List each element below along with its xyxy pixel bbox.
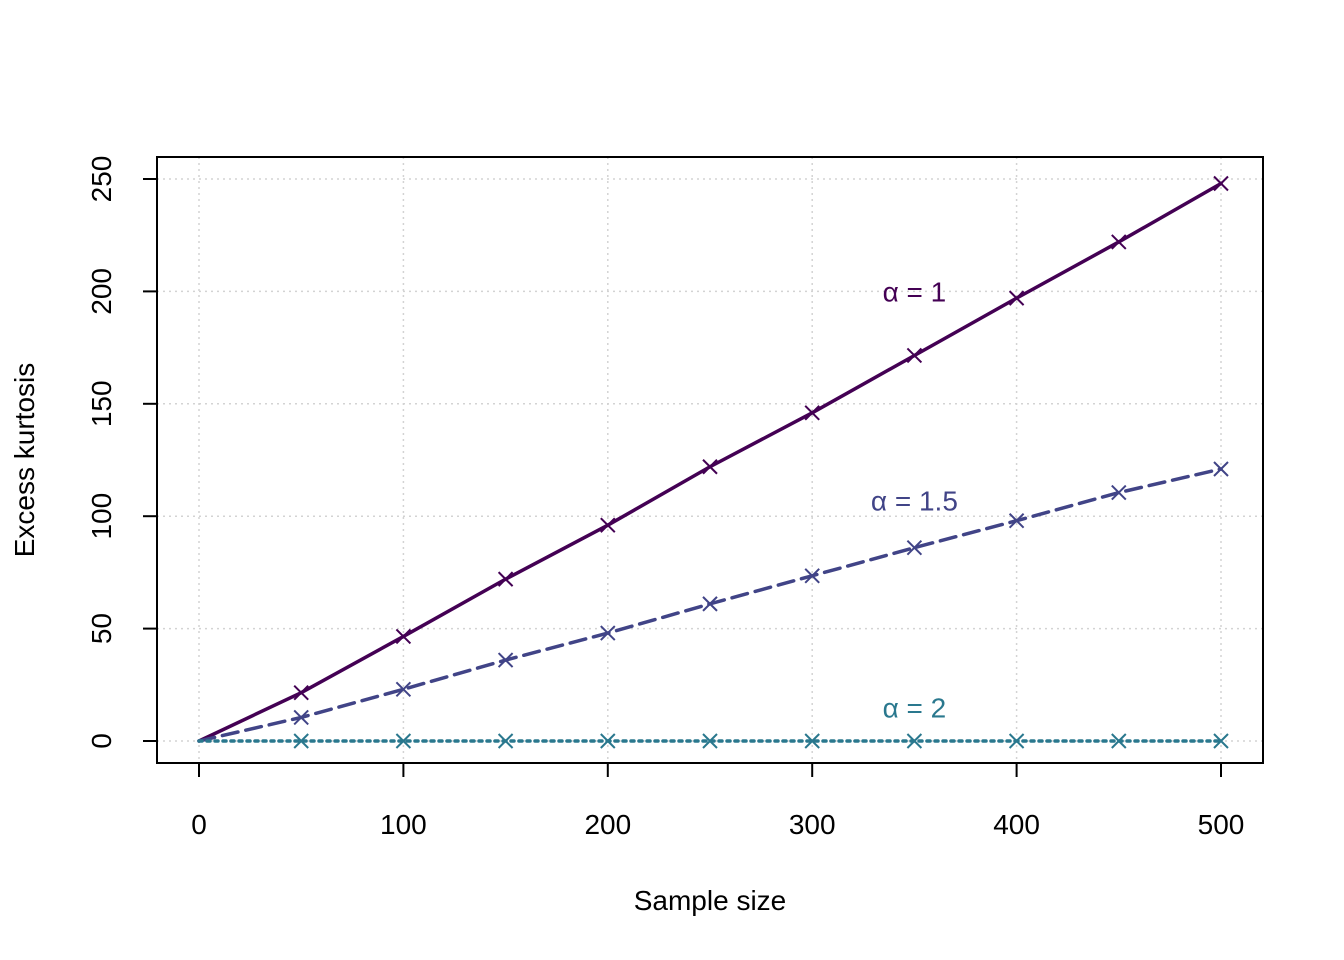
- series-0-marker-7: [906, 347, 923, 364]
- y-tick-label-2: 100: [86, 493, 117, 540]
- x-axis-title: Sample size: [634, 885, 787, 916]
- series-2: [197, 733, 1229, 749]
- y-tick-label-5: 250: [86, 156, 117, 203]
- series-2-marker-1: [293, 733, 309, 749]
- y-tick-label-1: 50: [86, 613, 117, 644]
- y-tick-label-0: 0: [86, 733, 117, 749]
- series-line-0: [197, 181, 1223, 743]
- x-tick-label-1: 100: [380, 809, 427, 840]
- series-labels: α = 1 α = 1.5 α = 2: [871, 276, 958, 723]
- series-0-marker-2: [395, 628, 412, 645]
- series-2-marker-9: [1111, 733, 1127, 749]
- series-0-marker-4: [600, 517, 616, 533]
- series-label-0: α = 1: [883, 276, 947, 307]
- series-0-marker-5: [702, 459, 718, 475]
- series-2-marker-8: [1008, 733, 1025, 749]
- series-2-marker-2: [395, 733, 412, 749]
- series-1-marker-4: [600, 625, 616, 641]
- x-tick-label-2: 200: [584, 809, 631, 840]
- series-1-marker-10: [1213, 461, 1229, 477]
- y-axis-title: Excess kurtosis: [9, 363, 40, 558]
- series-label-1: α = 1.5: [871, 485, 958, 516]
- series-1-marker-1: [293, 709, 309, 726]
- y-tick-label-3: 150: [86, 380, 117, 427]
- series-0-marker-3: [497, 571, 514, 587]
- series-0: [197, 175, 1229, 743]
- grid: [157, 157, 1263, 763]
- x-tick-label-4: 400: [993, 809, 1040, 840]
- series-0-marker-8: [1008, 290, 1025, 306]
- axes: 0 100 200 300 400 500 0 50 100 150 200 250: [86, 156, 1244, 840]
- x-tick-label-3: 300: [789, 809, 836, 840]
- series-1-marker-3: [497, 652, 514, 668]
- series-layer: [197, 175, 1229, 749]
- series-1-marker-7: [906, 539, 923, 556]
- series-2-marker-3: [497, 733, 514, 749]
- y-tick-label-4: 200: [86, 268, 117, 315]
- series-1-marker-8: [1008, 512, 1025, 529]
- series-2-marker-7: [906, 733, 923, 749]
- series-1-marker-5: [702, 596, 718, 612]
- series-1-marker-2: [395, 681, 412, 698]
- series-2-marker-5: [702, 733, 718, 749]
- series-1: [197, 461, 1229, 743]
- x-tick-label-0: 0: [191, 809, 207, 840]
- series-0-marker-9: [1111, 234, 1127, 250]
- series-0-marker-6: [804, 405, 820, 421]
- series-2-marker-6: [804, 733, 820, 749]
- plot-frame: [156, 156, 1264, 764]
- series-1-marker-6: [804, 568, 820, 584]
- x-tick-label-5: 500: [1198, 809, 1245, 840]
- series-1-marker-9: [1111, 484, 1127, 501]
- series-2-marker-4: [600, 733, 616, 749]
- series-0-marker-10: [1213, 175, 1229, 192]
- series-0-marker-1: [293, 684, 309, 701]
- series-2-marker-10: [1213, 733, 1229, 749]
- series-label-2: α = 2: [883, 692, 947, 723]
